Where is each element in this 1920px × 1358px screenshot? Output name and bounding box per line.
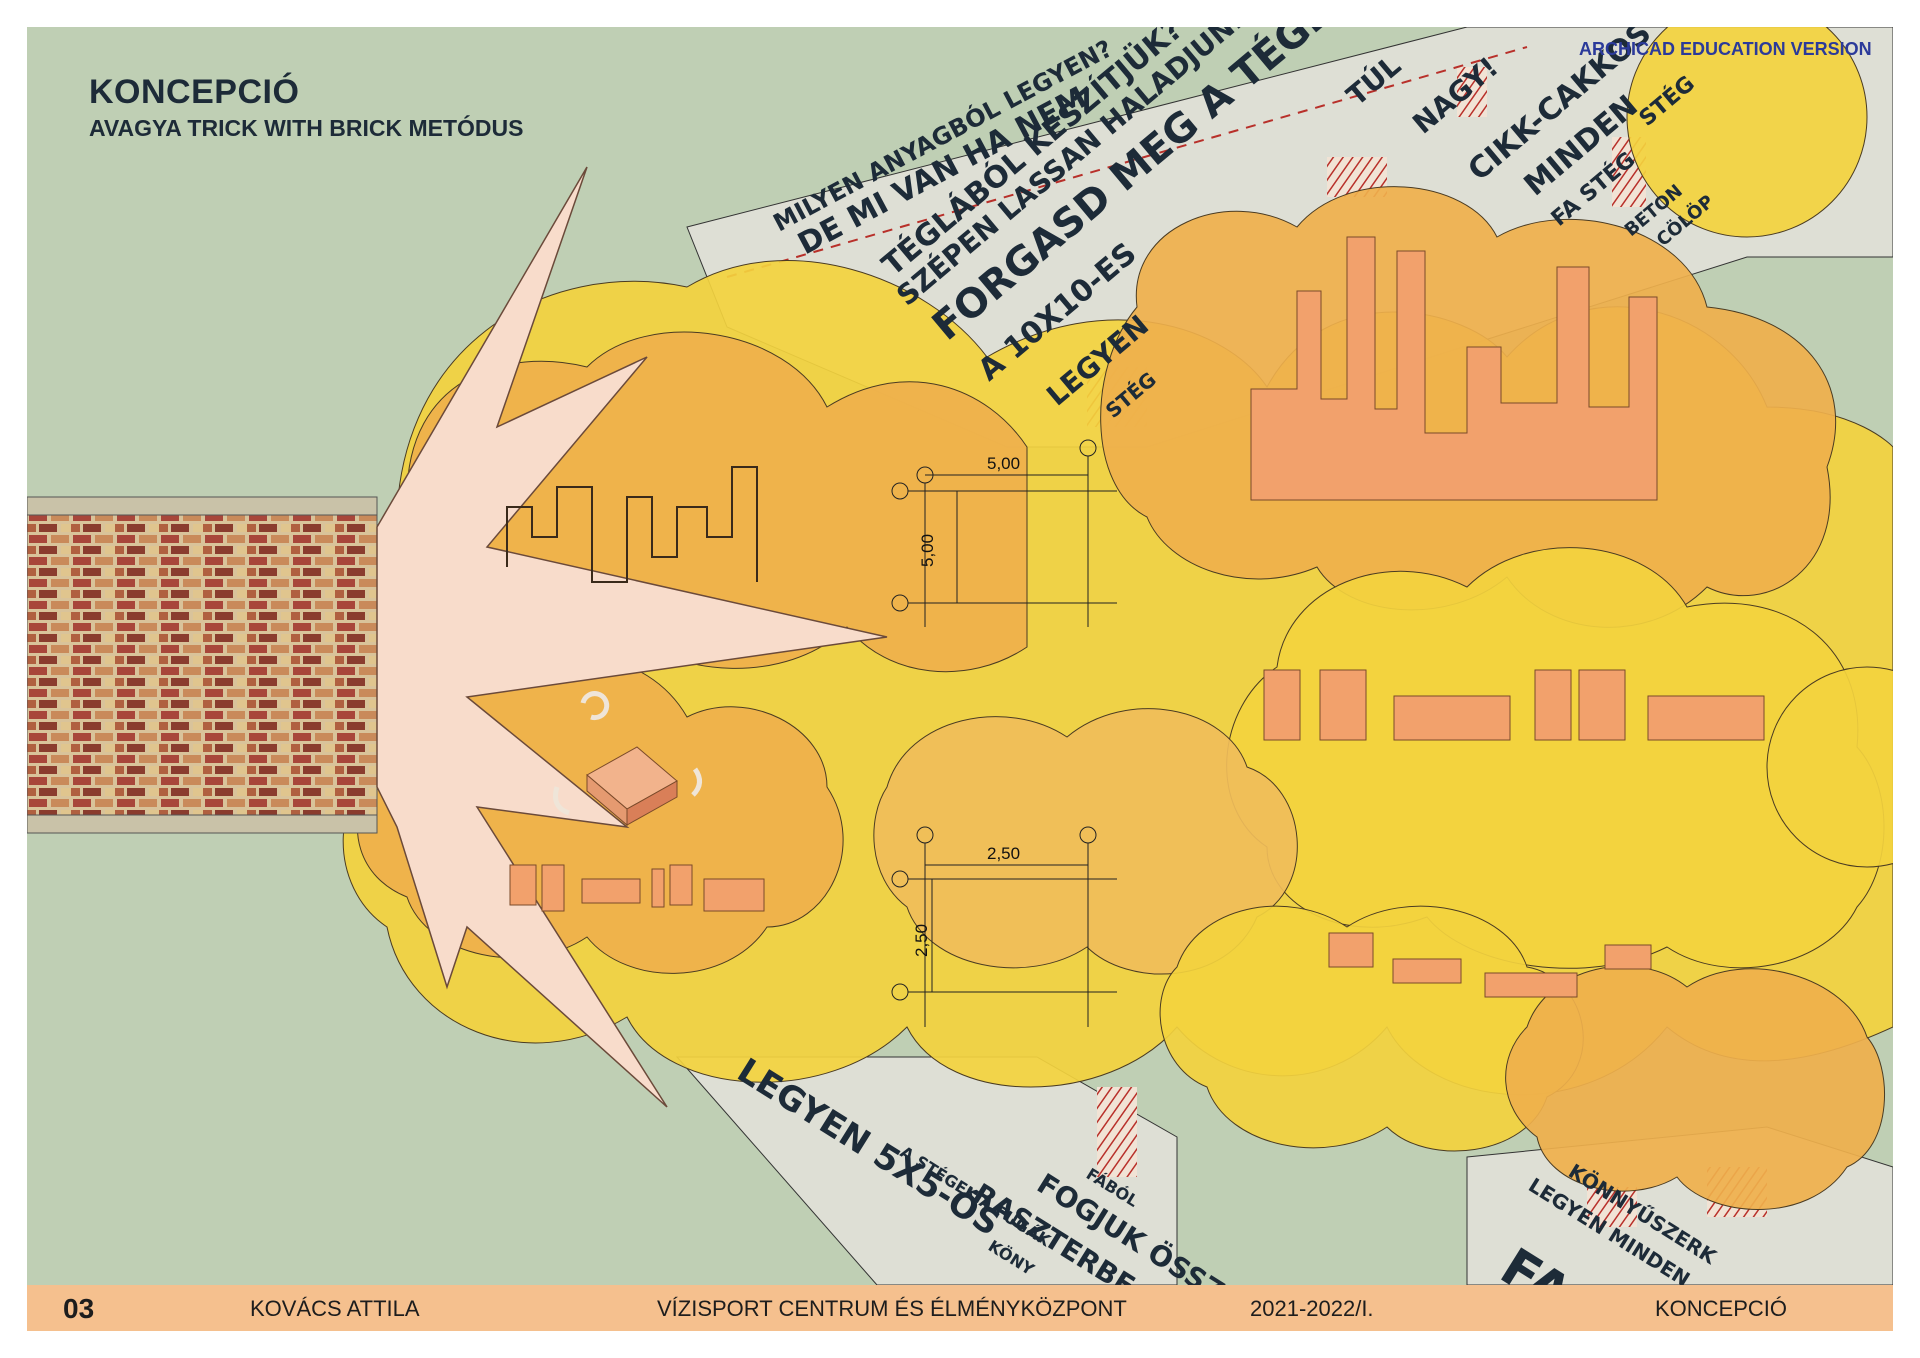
explosion-burst [376, 166, 888, 1108]
education-watermark: ARCHICAD EDUCATION VERSION [1579, 39, 1872, 59]
page-number: 03 [63, 1293, 95, 1324]
author-name: KOVÁCS ATTILA [250, 1296, 420, 1321]
page-subtitle: AVAGYA TRICK WITH BRICK METÓDUS [89, 115, 524, 141]
brick-wall [27, 496, 378, 834]
rotated-brick-outline [506, 466, 758, 583]
page-title: KONCEPCIÓ [89, 73, 300, 111]
rotate-brick-icon [553, 691, 702, 827]
title-block-footer: 03 KOVÁCS ATTILA VÍZISPORT CENTRUM ÉS ÉL… [27, 1285, 1893, 1331]
section-name: KONCEPCIÓ [1655, 1296, 1788, 1321]
dimension-label-small-height: 2,50 [912, 924, 931, 957]
project-title: VÍZISPORT CENTRUM ÉS ÉLMÉNYKÖZPONT [657, 1296, 1127, 1321]
concept-sheet: 5,00 5,00 2,50 2,50 MILYEN ANYAGBÓL LEGY… [27, 27, 1893, 1331]
grid-dimension-small [891, 826, 1117, 1027]
concept-illustration: 5,00 5,00 2,50 2,50 MILYEN ANYAGBÓL LEGY… [27, 27, 1893, 1325]
academic-year: 2021-2022/I. [1250, 1296, 1374, 1321]
brick-arrangement-small [509, 864, 1652, 998]
dimension-label-small-width: 2,50 [987, 844, 1020, 863]
grid-dimension-large [891, 439, 1117, 627]
brick-arrangement-large [1263, 669, 1765, 741]
dimension-label-large-width: 5,00 [987, 454, 1020, 473]
dimension-label-large-height: 5,00 [918, 534, 937, 567]
stepped-facade-shape [1250, 236, 1658, 501]
